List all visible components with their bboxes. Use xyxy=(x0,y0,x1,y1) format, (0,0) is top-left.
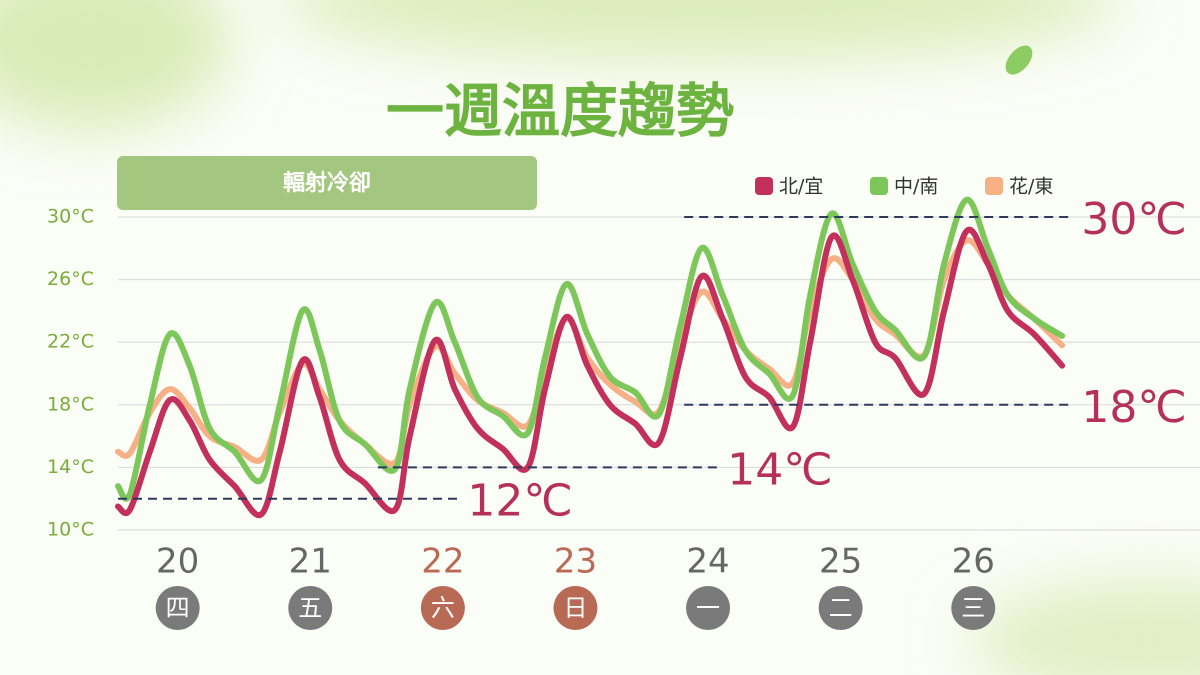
weekday-badge xyxy=(686,586,731,630)
chart-title: 一週溫度趨勢 xyxy=(386,77,734,145)
legend-swatch xyxy=(755,177,773,195)
subtitle-box xyxy=(117,156,537,210)
weekday-badge xyxy=(951,586,996,630)
y-tick-label: 14°C xyxy=(47,456,94,478)
weekday-label: 四 xyxy=(166,594,190,622)
legend-label: 花/東 xyxy=(1009,176,1053,198)
reference-label: 30℃ xyxy=(1081,194,1186,245)
reference-label: 12℃ xyxy=(467,476,572,527)
weekday-label: 日 xyxy=(563,594,587,622)
leaf xyxy=(1005,45,1033,75)
y-tick-label: 18°C xyxy=(47,393,94,415)
series-line xyxy=(115,196,1066,502)
legend-swatch xyxy=(985,177,1003,195)
y-tick-label: 26°C xyxy=(47,268,94,290)
x-tick-label: 24 xyxy=(686,542,729,582)
subtitle: 輻射冷卻 xyxy=(283,170,371,196)
bg-blob xyxy=(280,0,1120,60)
weekday-badge xyxy=(155,586,200,630)
weekday-badge xyxy=(818,586,863,630)
weekday-label: 二 xyxy=(829,594,853,622)
reference-label: 14℃ xyxy=(727,444,832,495)
x-tick-label: 21 xyxy=(289,542,332,582)
weekday-label: 三 xyxy=(961,594,985,622)
legend-label: 中/南 xyxy=(894,176,938,198)
bg-blob xyxy=(0,0,230,130)
weekday-badge xyxy=(553,586,598,630)
weekday-label: 六 xyxy=(431,594,455,622)
reference-label: 18℃ xyxy=(1081,382,1186,433)
weekday-label: 五 xyxy=(298,594,322,622)
series-line xyxy=(115,226,1066,519)
x-tick-label: 26 xyxy=(952,542,995,582)
legend-swatch xyxy=(870,177,888,195)
y-tick-label: 10°C xyxy=(47,519,94,541)
x-tick-label: 25 xyxy=(819,542,862,582)
x-tick-label: 20 xyxy=(156,542,199,582)
legend-label: 北/宜 xyxy=(779,176,823,198)
y-tick-label: 22°C xyxy=(47,331,94,353)
x-tick-label: 23 xyxy=(554,542,597,582)
weekday-badge xyxy=(420,586,465,630)
weekday-badge xyxy=(288,586,333,630)
bg-blob xyxy=(970,580,1200,675)
x-tick-label: 22 xyxy=(421,542,464,582)
weekday-label: 一 xyxy=(696,594,720,622)
y-tick-label: 30°C xyxy=(47,205,94,227)
